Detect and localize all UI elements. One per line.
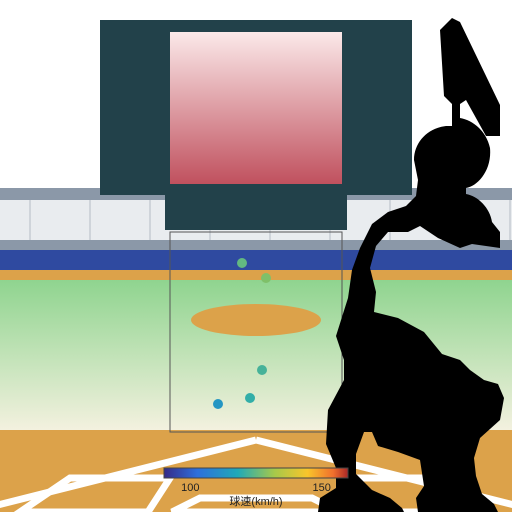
colorbar-tick-label: 150 — [313, 482, 331, 494]
pitch-marker — [213, 399, 223, 409]
warning-track — [0, 270, 512, 280]
pitch-marker — [245, 393, 255, 403]
colorbar-title: 球速(km/h) — [229, 494, 282, 508]
pitch-marker — [261, 273, 271, 283]
outfield-wall — [0, 250, 512, 270]
stands-bottom-border — [0, 240, 512, 250]
pitch-marker — [237, 258, 247, 268]
colorbar — [164, 468, 348, 478]
pitchers-mound — [191, 304, 321, 336]
colorbar-tick-label: 100 — [181, 482, 199, 494]
pitch-marker — [257, 365, 267, 375]
scoreboard-leg — [165, 195, 347, 230]
scoreboard-screen — [170, 32, 342, 184]
pitch-location-chart: 100 150 球速(km/h) — [0, 0, 512, 512]
